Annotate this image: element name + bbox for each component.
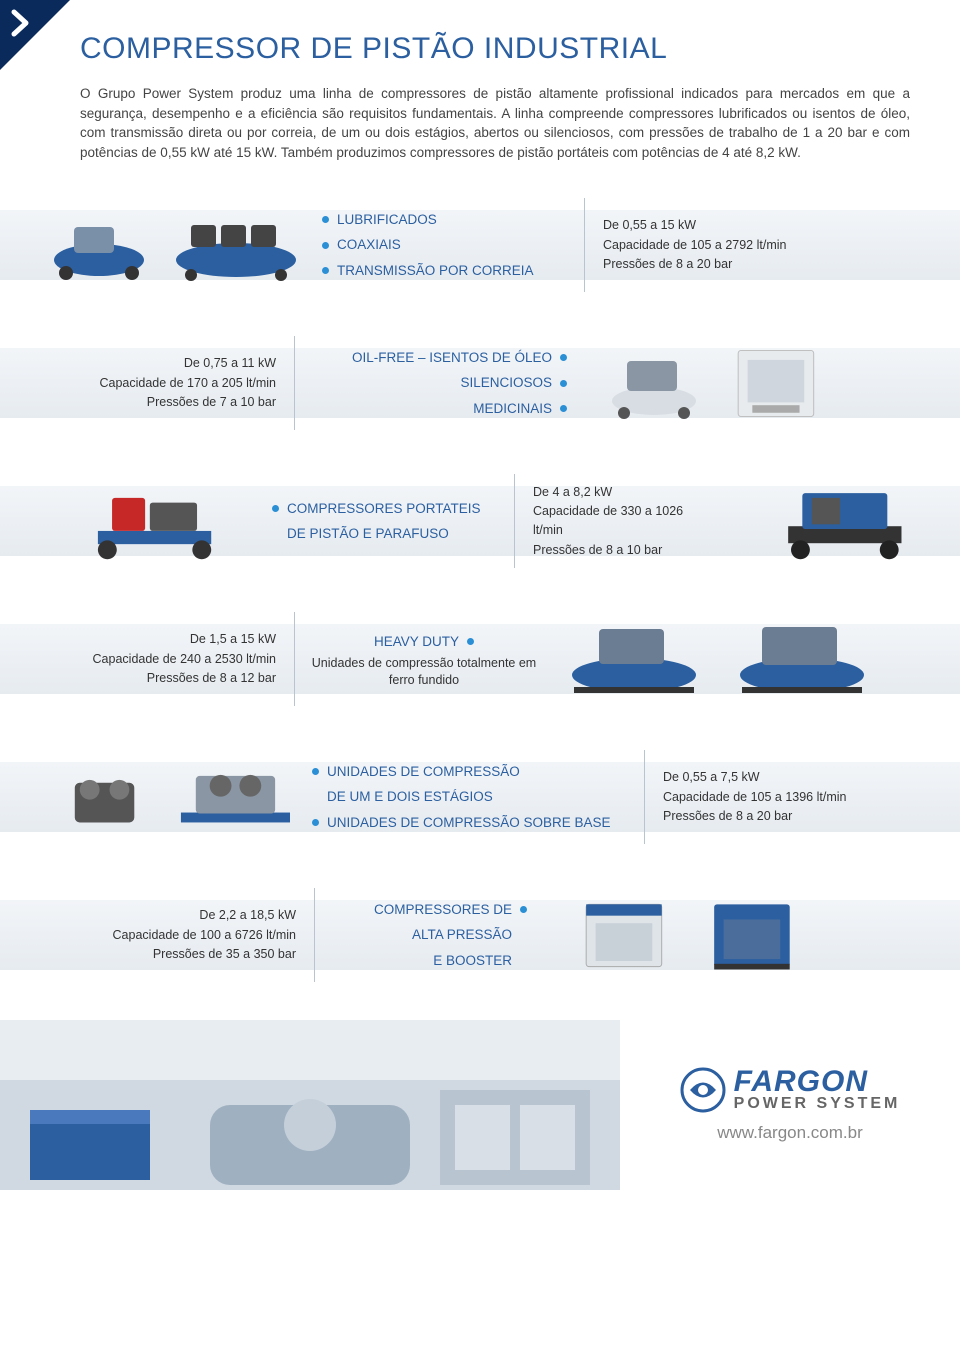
feature-label: LUBRIFICADOS	[337, 207, 437, 233]
feature-label: TRANSMISSÃO POR CORREIA	[337, 258, 534, 284]
feature-label: E BOOSTER	[433, 948, 512, 974]
spec-line: De 1,5 a 15 kW	[50, 630, 276, 649]
spec-line: Pressões de 8 a 20 bar	[663, 807, 846, 826]
intro-paragraph: O Grupo Power System produz uma linha de…	[80, 84, 910, 162]
product-row-6: De 2,2 a 18,5 kW Capacidade de 100 a 672…	[0, 880, 960, 990]
spec-line: De 0,75 a 11 kW	[50, 354, 276, 373]
brand-name: FARGON	[734, 1068, 901, 1095]
spec-line: De 4 a 8,2 kW	[533, 483, 715, 502]
spec-line: De 2,2 a 18,5 kW	[50, 906, 296, 925]
feature-label: OIL-FREE – ISENTOS DE ÓLEO	[352, 345, 552, 371]
product-row-1: LUBRIFICADOS COAXIAIS TRANSMISSÃO POR CO…	[0, 190, 960, 300]
product-row-5: UNIDADES DE COMPRESSÃO DE UM E DOIS ESTÁ…	[0, 742, 960, 852]
spec-line: Capacidade de 105 a 2792 lt/min	[603, 236, 786, 255]
brand-logo: FARGON POWER SYSTEM	[680, 1067, 901, 1113]
feature-label: UNIDADES DE COMPRESSÃO SOBRE BASE	[327, 810, 611, 836]
spec-line: Capacidade de 170 a 205 lt/min	[50, 374, 276, 393]
feature-label: SILENCIOSOS	[460, 370, 552, 396]
footer: FARGON POWER SYSTEM www.fargon.com.br	[0, 1020, 960, 1190]
spec-line: Capacidade de 105 a 1396 lt/min	[663, 788, 846, 807]
spec-line: Pressões de 7 a 10 bar	[50, 393, 276, 412]
feature-label: HEAVY DUTY	[374, 629, 459, 655]
feature-label: DE PISTÃO E PARAFUSO	[287, 521, 449, 547]
bullet-icon	[560, 405, 567, 412]
corner-decoration	[0, 0, 70, 70]
product-image	[559, 617, 709, 702]
product-row-2: De 0,75 a 11 kW Capacidade de 170 a 205 …	[0, 328, 960, 438]
spec-line: Pressões de 8 a 20 bar	[603, 255, 786, 274]
website-url[interactable]: www.fargon.com.br	[717, 1123, 863, 1143]
bullet-icon	[520, 906, 527, 913]
feature-sub: Unidades de compressão totalmente em fer…	[311, 655, 537, 690]
feature-label: ALTA PRESSÃO	[412, 922, 512, 948]
product-row-3: COMPRESSORES PORTATEIS DE PISTÃO E PARAF…	[0, 466, 960, 576]
feature-label: COMPRESSORES DE	[374, 897, 512, 923]
logo-icon	[680, 1067, 726, 1113]
product-image	[75, 479, 235, 564]
product-image	[697, 893, 807, 978]
page-title: COMPRESSOR DE PISTÃO INDUSTRIAL	[80, 32, 910, 66]
bullet-icon	[467, 638, 474, 645]
spec-line: Pressões de 35 a 350 bar	[50, 945, 296, 964]
product-image	[166, 203, 306, 288]
product-image	[770, 479, 920, 564]
bullet-icon	[322, 216, 329, 223]
bullet-icon	[322, 267, 329, 274]
feature-label: COMPRESSORES PORTATEIS	[287, 496, 481, 522]
footer-photo	[0, 1020, 620, 1190]
product-image	[50, 755, 159, 840]
feature-label: MEDICINAIS	[473, 396, 552, 422]
bullet-icon	[312, 768, 319, 775]
product-row-4: De 1,5 a 15 kW Capacidade de 240 a 2530 …	[0, 604, 960, 714]
bullet-icon	[560, 354, 567, 361]
spec-line: Pressões de 8 a 12 bar	[50, 669, 276, 688]
spec-line: Capacidade de 240 a 2530 lt/min	[50, 650, 276, 669]
bullet-icon	[322, 242, 329, 249]
spec-line: Capacidade de 330 a 1026 lt/min	[533, 502, 715, 541]
feature-label: COAXIAIS	[337, 232, 401, 258]
bullet-icon	[560, 380, 567, 387]
product-image	[727, 617, 877, 702]
product-image	[171, 755, 300, 840]
spec-line: De 0,55 a 15 kW	[603, 216, 786, 235]
product-image	[44, 203, 154, 288]
brand-subtitle: POWER SYSTEM	[734, 1095, 901, 1113]
feature-label: DE UM E DOIS ESTÁGIOS	[327, 784, 493, 810]
spec-line: De 0,55 a 7,5 kW	[663, 768, 846, 787]
chevron-right-icon	[8, 8, 38, 38]
bullet-icon	[272, 505, 279, 512]
product-image	[569, 893, 679, 978]
product-image	[721, 341, 831, 426]
feature-label: UNIDADES DE COMPRESSÃO	[327, 759, 520, 785]
bullet-icon	[312, 819, 319, 826]
spec-line: Capacidade de 100 a 6726 lt/min	[50, 926, 296, 945]
product-image	[599, 341, 709, 426]
spec-line: Pressões de 8 a 10 bar	[533, 541, 715, 560]
